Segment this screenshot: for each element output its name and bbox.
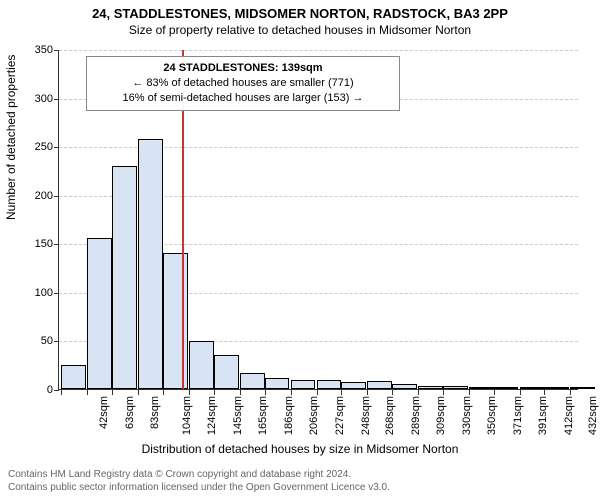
y-axis-label: Number of detached properties: [4, 55, 18, 220]
x-tick-label: 124sqm: [206, 396, 218, 435]
x-tick-label: 268sqm: [384, 396, 396, 435]
x-tick-label: 227sqm: [334, 396, 346, 435]
y-tick-label: 300: [19, 93, 53, 105]
x-tick-label: 391sqm: [537, 396, 549, 435]
gridline-h: [59, 50, 578, 51]
x-tick-label: 350sqm: [486, 396, 498, 435]
x-tick-label: 63sqm: [125, 396, 137, 429]
x-tick-label: 289sqm: [410, 396, 422, 435]
x-tick-label: 104sqm: [181, 396, 193, 435]
histogram-bar: [341, 382, 366, 389]
y-tick-label: 200: [19, 190, 53, 202]
histogram-bar: [163, 253, 188, 389]
y-tick-label: 150: [19, 238, 53, 250]
histogram-bar: [367, 381, 392, 389]
y-tick-label: 50: [19, 335, 53, 347]
x-tick-label: 248sqm: [360, 396, 372, 435]
histogram-bar: [214, 355, 239, 389]
histogram-bar: [240, 373, 265, 389]
x-tick-label: 165sqm: [257, 396, 269, 435]
y-tick-label: 100: [19, 287, 53, 299]
footer-line-1: Contains HM Land Registry data © Crown c…: [8, 469, 390, 482]
histogram-bar: [570, 387, 595, 389]
histogram-bar: [520, 387, 545, 389]
y-tick-label: 350: [19, 44, 53, 56]
histogram-bar: [189, 341, 214, 389]
x-tick-label: 145sqm: [232, 396, 244, 435]
histogram-bar: [544, 387, 569, 389]
y-tick-label: 250: [19, 141, 53, 153]
x-axis-label: Distribution of detached houses by size …: [0, 442, 600, 456]
x-tick-label: 83sqm: [149, 396, 161, 429]
gridline-h: [59, 147, 578, 148]
info-box-line-1: ← 83% of detached houses are smaller (77…: [95, 76, 391, 91]
histogram-bar: [291, 380, 316, 389]
histogram-bar: [392, 384, 417, 389]
y-tick-label: 0: [19, 384, 53, 396]
histogram-bar: [87, 238, 112, 389]
histogram-bar: [138, 139, 163, 389]
info-box: 24 STADDLESTONES: 139sqm ← 83% of detach…: [86, 56, 400, 111]
chart-title-sub: Size of property relative to detached ho…: [0, 23, 600, 37]
footer-line-2: Contains public sector information licen…: [8, 482, 390, 495]
info-box-line-2: 16% of semi-detached houses are larger (…: [95, 91, 391, 106]
chart-title-main: 24, STADDLESTONES, MIDSOMER NORTON, RADS…: [0, 0, 600, 21]
footer-attribution: Contains HM Land Registry data © Crown c…: [8, 469, 390, 494]
histogram-bar: [469, 387, 494, 389]
info-box-title: 24 STADDLESTONES: 139sqm: [95, 61, 391, 76]
x-tick-label: 309sqm: [435, 396, 447, 435]
histogram-bar: [112, 166, 137, 389]
x-tick-label: 412sqm: [563, 396, 575, 435]
histogram-bar: [418, 386, 443, 389]
histogram-bar: [317, 380, 342, 389]
histogram-bar: [265, 378, 290, 389]
x-tick-label: 186sqm: [283, 396, 295, 435]
x-tick-label: 42sqm: [99, 396, 111, 429]
histogram-bar: [61, 365, 86, 389]
x-tick-label: 371sqm: [512, 396, 524, 435]
histogram-bar: [494, 387, 519, 389]
x-tick-label: 330sqm: [461, 396, 473, 435]
x-tick-label: 432sqm: [587, 396, 599, 435]
histogram-bar: [443, 386, 468, 389]
chart-wrapper: 24, STADDLESTONES, MIDSOMER NORTON, RADS…: [0, 0, 600, 500]
x-tick-label: 206sqm: [308, 396, 320, 435]
